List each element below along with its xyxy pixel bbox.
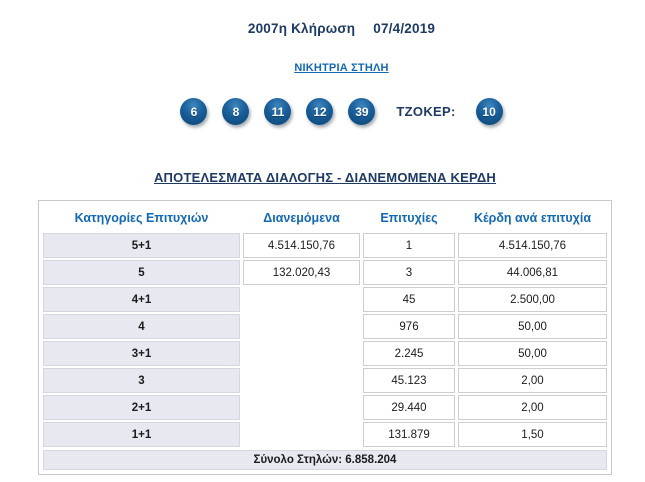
distributed-cell-empty — [243, 395, 360, 420]
column-header-categories: Κατηγορίες Επιτυχιών — [74, 211, 209, 225]
winners-cell: 1 — [363, 233, 455, 258]
lottery-ball-5: 39 — [348, 98, 376, 125]
category-cell: 5 — [43, 260, 240, 285]
total-columns-row: Σύνολο Στηλών: 6.858.204 — [43, 450, 607, 470]
winners-cell: 45 — [363, 287, 455, 312]
tzoker-ball: 10 — [475, 98, 503, 125]
prize-cell: 2,00 — [458, 395, 607, 420]
column-header-distributed: Διανεμόμενα — [263, 211, 340, 225]
category-cell: 4+1 — [43, 287, 240, 312]
distributed-cell-empty — [243, 314, 360, 339]
prize-cell: 50,00 — [458, 314, 607, 339]
distributed-cell-empty — [243, 368, 360, 393]
category-cell: 1+1 — [43, 422, 240, 447]
draw-title: 2007η Κλήρωση 07/4/2019 — [38, 0, 645, 36]
results-heading: ΑΠΟΤΕΛΕΣΜΑΤΑ ΔΙΑΛΟΓΗΣ - ΔΙΑΝΕΜΟΜΕΝΑ ΚΕΡΔ… — [153, 170, 497, 185]
distributed-cell-empty — [243, 341, 360, 366]
winners-cell: 3 — [363, 260, 455, 285]
category-cell: 3 — [43, 368, 240, 393]
tzoker-label: ΤΖΟΚΕΡ: — [396, 104, 456, 119]
prize-cell: 44.006,81 — [458, 260, 607, 285]
winners-cell: 45.123 — [363, 368, 455, 393]
lottery-ball-3: 11 — [264, 98, 292, 125]
winners-cell: 976 — [363, 314, 455, 339]
prize-cell: 2.500,00 — [458, 287, 607, 312]
category-cell: 5+1 — [43, 233, 240, 258]
distributed-cell: 132.020,43 — [243, 260, 360, 285]
column-header-winners: Επιτυχίες — [380, 211, 438, 225]
results-table: Κατηγορίες Επιτυχιών Διανεμόμενα Επιτυχί… — [38, 200, 612, 475]
prize-cell: 4.514.150,76 — [458, 233, 607, 258]
drawn-numbers-row: 6 8 11 12 39 ΤΖΟΚΕΡ: 10 — [38, 97, 645, 126]
winners-cell: 131.879 — [363, 422, 455, 447]
distributed-cell: 4.514.150,76 — [243, 233, 360, 258]
lottery-ball-2: 8 — [222, 98, 250, 125]
category-cell: 4 — [43, 314, 240, 339]
column-header-prize: Κέρδη ανά επιτυχία — [473, 211, 592, 225]
prize-cell: 2,00 — [458, 368, 607, 393]
lottery-ball-1: 6 — [180, 98, 208, 125]
prize-cell: 50,00 — [458, 341, 607, 366]
prize-cell: 1,50 — [458, 422, 607, 447]
lottery-ball-4: 12 — [306, 98, 334, 125]
winners-cell: 2.245 — [363, 341, 455, 366]
winners-cell: 29.440 — [363, 395, 455, 420]
winning-column-link[interactable]: ΝΙΚΗΤΡΙΑ ΣΤΗΛΗ — [294, 62, 389, 74]
category-cell: 2+1 — [43, 395, 240, 420]
category-cell: 3+1 — [43, 341, 240, 366]
distributed-cell-empty — [243, 422, 360, 447]
distributed-cell-empty — [243, 287, 360, 312]
draw-header: 2007η Κλήρωση 07/4/2019 ΝΙΚΗΤΡΙΑ ΣΤΗΛΗ 6 … — [38, 0, 645, 126]
draw-number-label: 2007η Κλήρωση — [247, 21, 356, 36]
draw-date: 07/4/2019 — [373, 21, 436, 36]
